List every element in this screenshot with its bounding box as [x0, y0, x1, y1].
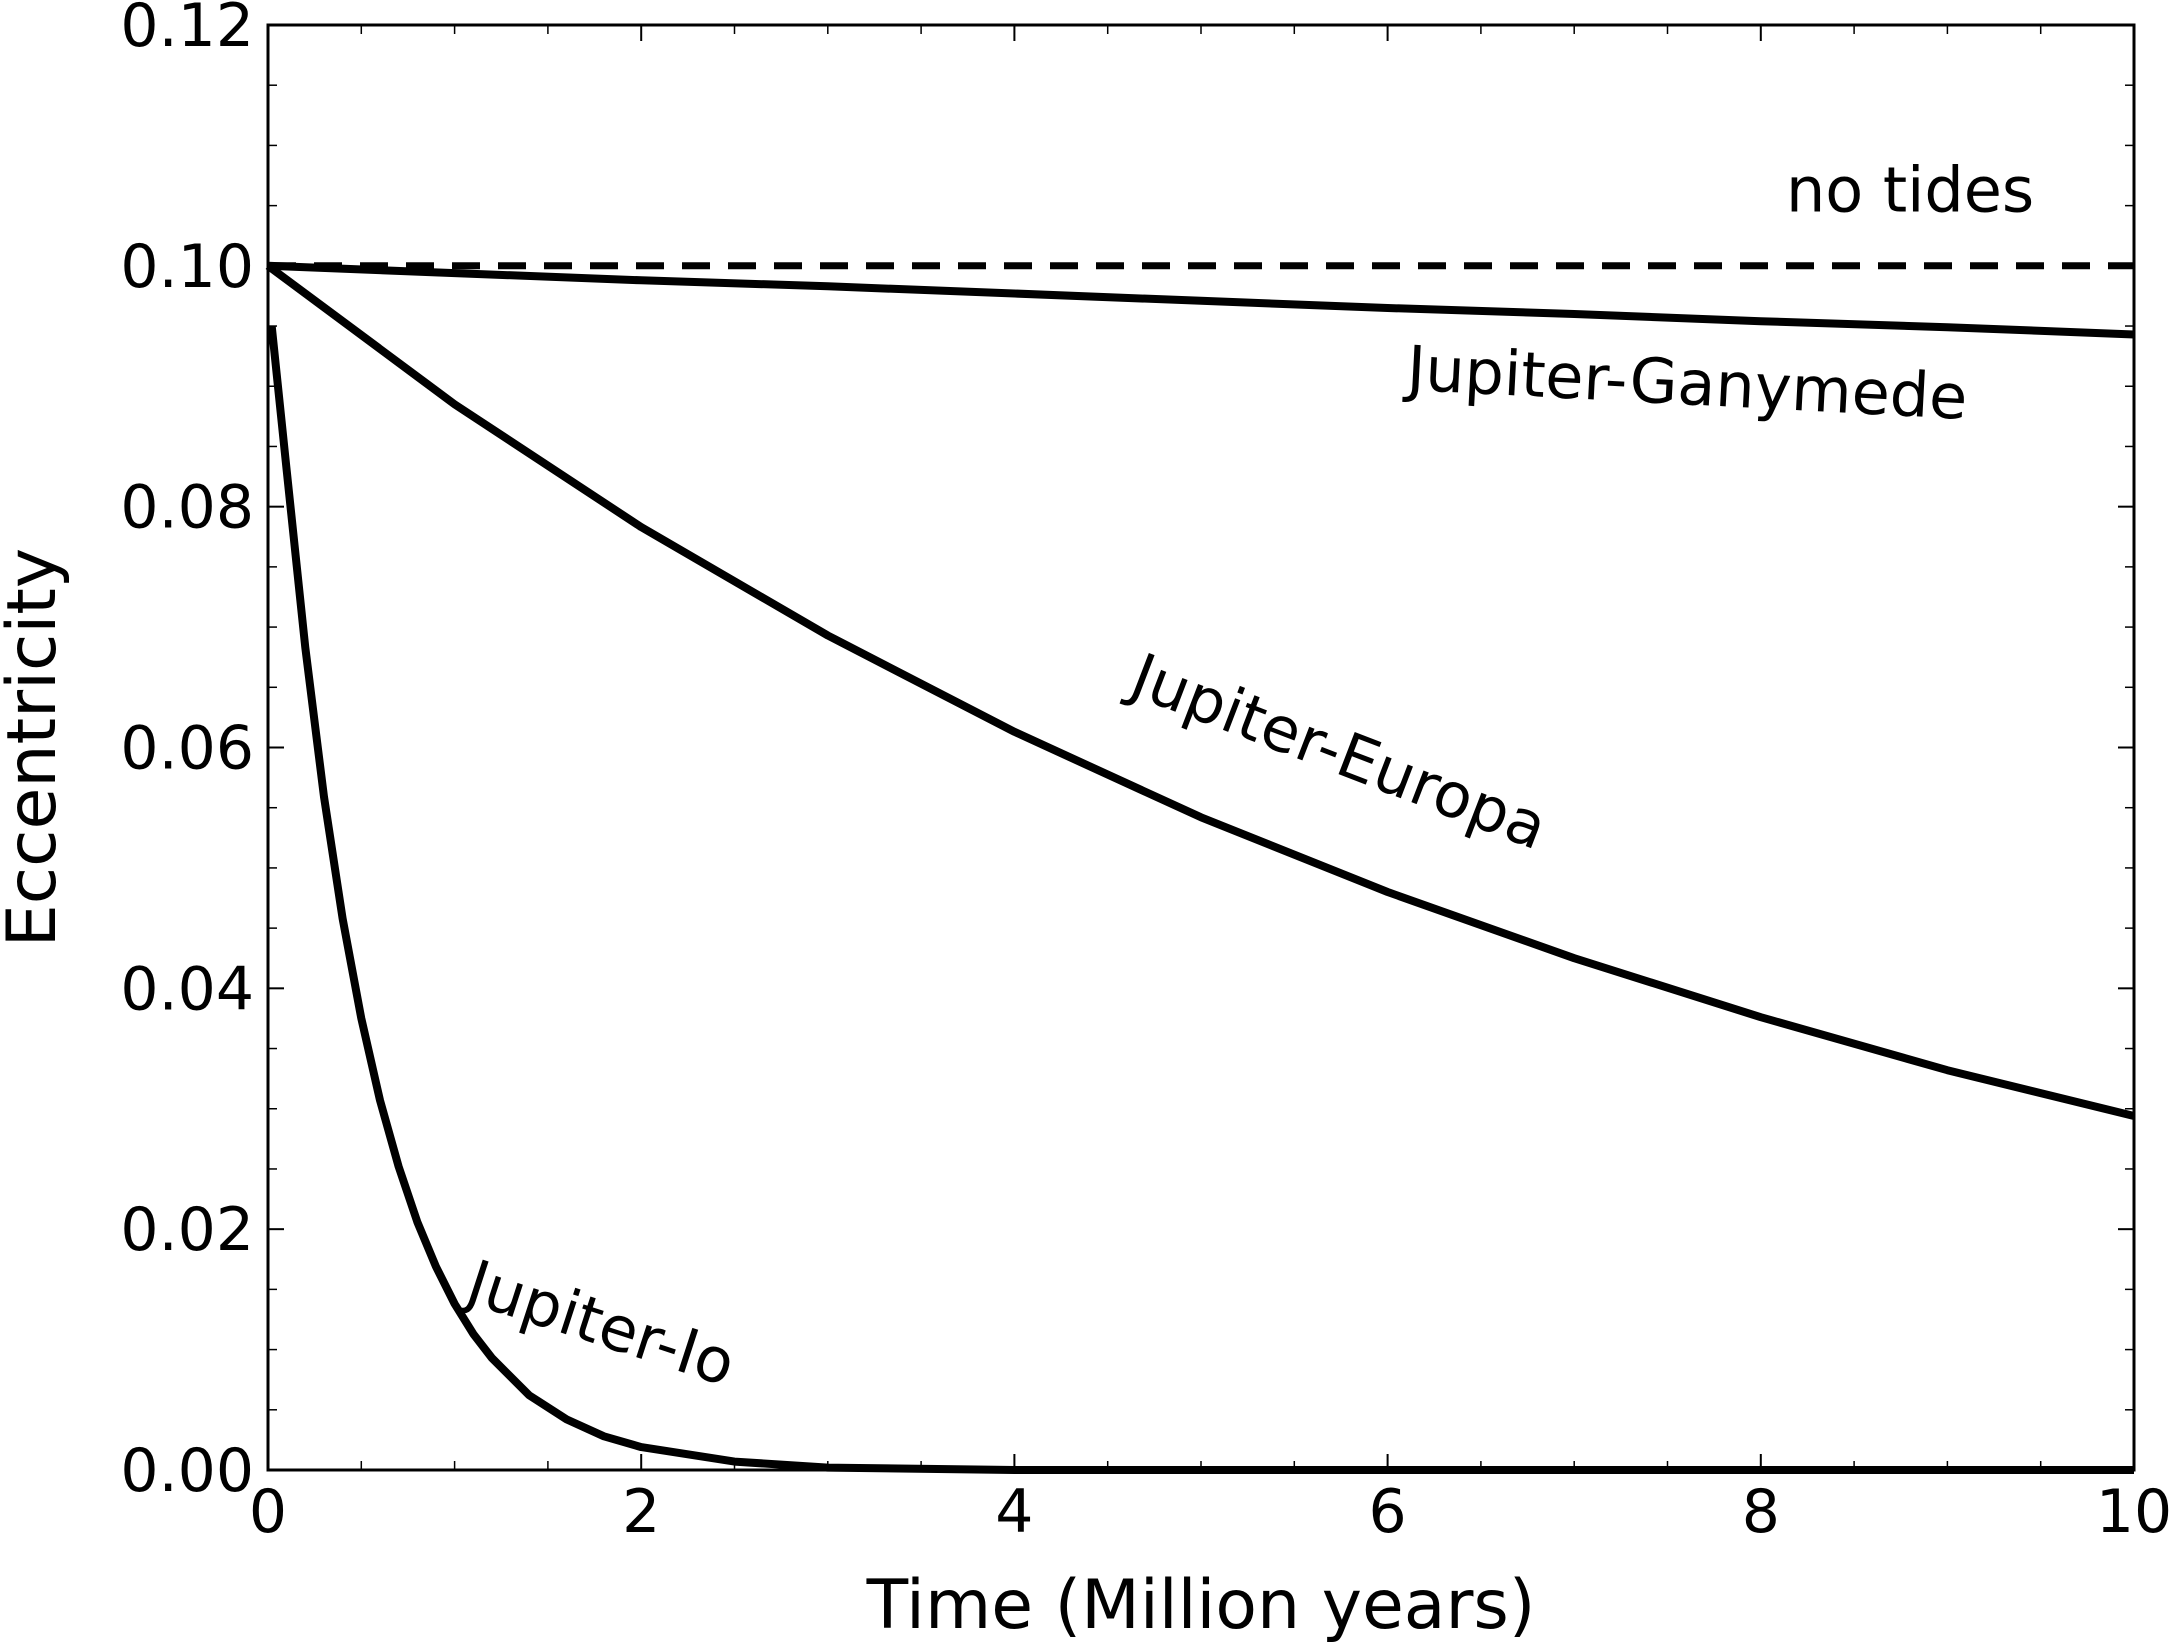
series-line-jupiter-europa: [265, 262, 2135, 1120]
tick-labels: 0 2 4 6 8 10 0.00 0.02 0.04 0.06 0.08 0.10 0.12: [120, 0, 2169, 1547]
x-tick-label: 8: [1742, 1477, 1780, 1547]
y-tick-label: 0.02: [120, 1195, 254, 1265]
y-tick-label: 0.12: [120, 0, 254, 61]
y-tick-label: 0.08: [120, 473, 254, 543]
y-tick-label: 0.06: [120, 714, 254, 784]
x-tick-label: 6: [1369, 1477, 1407, 1547]
series-label: no tides: [1786, 154, 2034, 227]
y-tick-label: 0.04: [120, 954, 254, 1024]
x-tick-label: 2: [622, 1477, 660, 1547]
x-tick-label: 10: [2096, 1477, 2169, 1547]
plot-frame: [266, 23, 2136, 1472]
y-tick-label: 0.00: [120, 1436, 254, 1506]
series-line-jupiter-io: [267, 325, 2134, 1474]
x-tick-label: 4: [995, 1477, 1033, 1547]
x-tick-label: 0: [249, 1477, 287, 1547]
x-axis-title: Time (Million years): [866, 1566, 1536, 1644]
series-lines: [265, 261, 2135, 1474]
y-tick-label: 0.10: [120, 232, 254, 302]
y-axis-title: Eccentricity: [0, 548, 72, 947]
series-line-jupiter-ganymede: [267, 261, 2135, 339]
